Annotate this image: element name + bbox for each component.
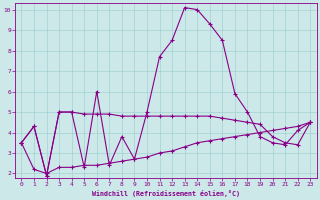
X-axis label: Windchill (Refroidissement éolien,°C): Windchill (Refroidissement éolien,°C) (92, 190, 240, 197)
